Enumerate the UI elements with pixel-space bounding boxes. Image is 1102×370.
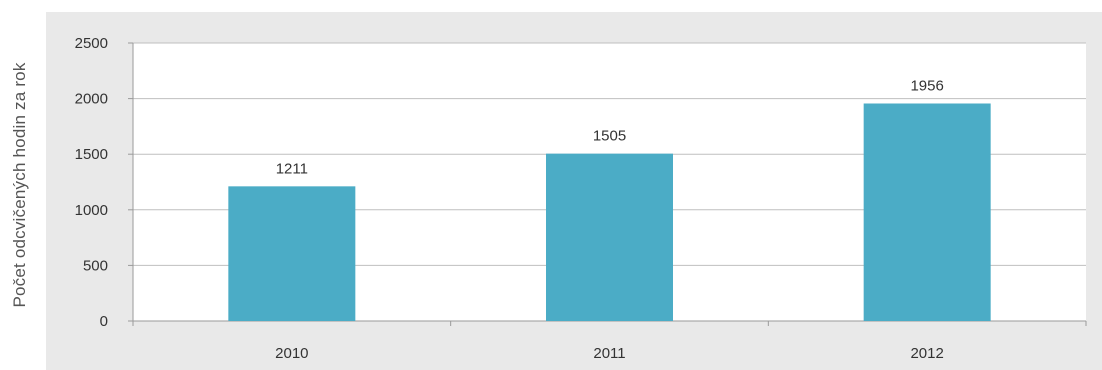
y-tick-label: 2500 [75,35,108,52]
y-tick-label: 1500 [75,146,108,163]
y-tick-label: 1000 [75,202,108,219]
y-tick-label: 0 [100,313,108,330]
data-label-2011: 1505 [593,128,626,145]
y-tick-label: 2000 [75,91,108,108]
x-tick-label-2012: 2012 [910,345,943,362]
data-label-2010: 1211 [276,160,308,177]
y-tick-label: 500 [83,257,108,274]
data-label-2012: 1956 [910,77,943,94]
bar-2012 [863,103,991,321]
bar-2011 [546,153,673,321]
x-tick-label-2011: 2011 [593,345,625,362]
x-tick-label-2010: 2010 [275,345,308,362]
bar-2010 [228,186,356,321]
